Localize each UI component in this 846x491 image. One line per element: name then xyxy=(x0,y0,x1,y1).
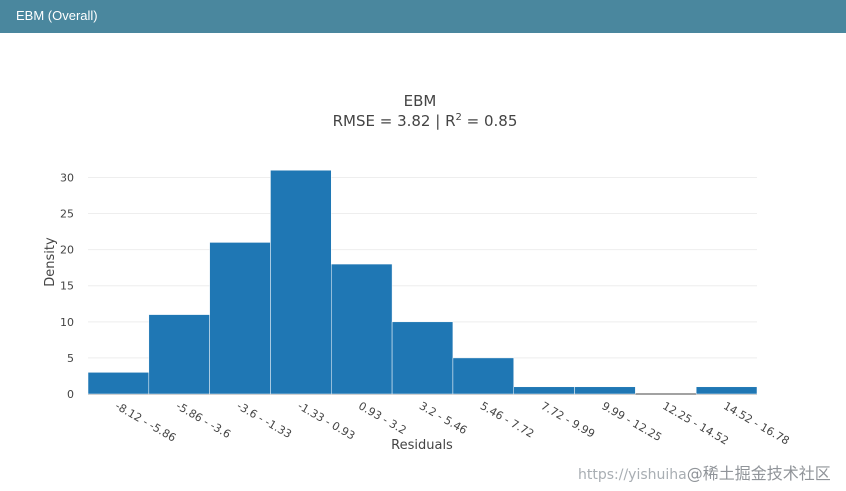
histogram-bar[interactable] xyxy=(695,386,758,395)
x-tick-label: -3.6 - -1.33 xyxy=(235,399,294,441)
x-tick-label: 14.52 - 16.78 xyxy=(721,399,792,447)
y-tick-label: 5 xyxy=(67,352,74,365)
x-axis-label: Residuals xyxy=(391,438,453,453)
histogram-bar[interactable] xyxy=(270,169,332,395)
y-tick-label: 30 xyxy=(60,171,74,184)
histogram-bar[interactable] xyxy=(391,321,454,395)
x-tick-label: 0.93 - 3.2 xyxy=(356,399,408,437)
histogram-bar[interactable] xyxy=(452,357,514,395)
histogram-bar[interactable] xyxy=(331,263,393,395)
subtitle-superscript: 2 xyxy=(456,112,462,123)
header-bar: EBM (Overall) xyxy=(0,0,846,33)
chart-title: EBM xyxy=(404,92,437,110)
histogram-bar[interactable] xyxy=(148,314,210,395)
y-tick-labels: 0 5 10 15 20 25 30 xyxy=(60,171,74,401)
y-axis-label: Density xyxy=(43,237,58,287)
y-tick-label: 0 xyxy=(67,388,74,401)
panel-title: EBM (Overall) xyxy=(16,8,98,23)
histogram-bar[interactable] xyxy=(574,386,636,395)
y-tick-label: 25 xyxy=(60,208,74,221)
y-tick-label: 15 xyxy=(60,280,74,293)
chart-area: 0 5 10 15 20 25 30 -8.12 - -5.86 -5.86 - -3.6 -3… xyxy=(0,33,846,487)
x-tick-label: 12.25 - 14.52 xyxy=(660,399,731,447)
watermark: https://yishuiha@稀土掘金技术社区 xyxy=(578,460,831,484)
subtitle-suffix: = 0.85 xyxy=(462,112,518,130)
histogram-bar[interactable] xyxy=(209,242,271,395)
x-tick-label: 9.99 - 12.25 xyxy=(599,399,663,444)
subtitle-prefix: RMSE = 3.82 | R xyxy=(333,112,456,130)
histogram-bar[interactable] xyxy=(87,372,150,395)
bars xyxy=(87,169,758,395)
watermark-url: https://yishuiha xyxy=(578,467,687,483)
x-tick-label: 3.2 - 5.46 xyxy=(417,399,469,437)
x-tick-label: 7.72 - 9.99 xyxy=(539,399,597,440)
histogram-chart: 0 5 10 15 20 25 30 -8.12 - -5.86-5.86 - -3.6 -3… xyxy=(43,92,792,453)
x-tick-label: -8.12 - -5.86 xyxy=(113,399,178,444)
watermark-brand: @稀土掘金技术社区 xyxy=(686,464,831,483)
histogram-bar[interactable] xyxy=(513,386,575,395)
y-tick-label: 10 xyxy=(60,316,74,329)
chart-subtitle: RMSE = 3.82 | R2 = 0.85 xyxy=(333,112,518,130)
y-tick-label: 20 xyxy=(60,244,74,257)
x-tick-label: -5.86 - -3.6 xyxy=(174,399,233,441)
x-tick-label: -1.33 - 0.93 xyxy=(295,399,357,442)
x-tick-label: 5.46 - 7.72 xyxy=(478,399,536,440)
